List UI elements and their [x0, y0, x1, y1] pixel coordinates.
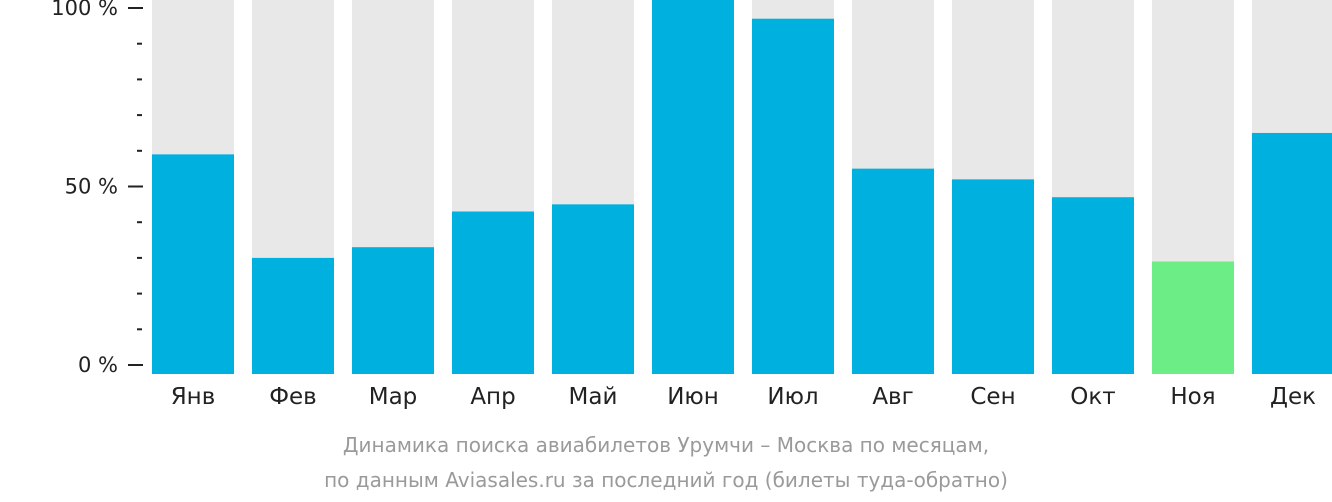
x-tick-label: Фев: [269, 384, 317, 410]
bar: [852, 168, 934, 374]
x-tick-label: Ноя: [1170, 384, 1215, 410]
bar-chart: Янв Фев Мар Апр Май Июн Июл Авг Сен Окт Ноя Дек 0 % 5…: [51, 0, 1332, 410]
bar: [1152, 261, 1234, 374]
bar: [752, 18, 834, 375]
bar: [552, 204, 634, 374]
y-tick-label: 50 %: [65, 175, 118, 199]
x-tick-label: Мар: [369, 384, 418, 410]
y-tick-label: 100 %: [51, 0, 118, 20]
x-tick-label: Апр: [470, 384, 515, 410]
bar: [152, 154, 234, 374]
x-tick-label: Июл: [767, 384, 818, 410]
bar: [952, 179, 1034, 374]
bar: [452, 211, 534, 374]
bar: [352, 247, 434, 374]
bar: [252, 257, 334, 374]
x-tick-label: Сен: [970, 384, 1015, 410]
chart-caption-line-2: по данным Aviasales.ru за последний год …: [324, 468, 1008, 492]
chart-caption-line-1: Динамика поиска авиабилетов Урумчи – Мос…: [342, 433, 990, 457]
x-tick-label: Дек: [1270, 384, 1316, 410]
y-tick-label: 0 %: [78, 353, 118, 377]
x-tick-label: Янв: [171, 384, 216, 410]
x-tick-label: Окт: [1070, 384, 1115, 410]
bar: [1052, 197, 1134, 374]
bar: [652, 0, 734, 374]
bar: [1252, 132, 1332, 374]
x-tick-label: Июн: [667, 384, 719, 410]
x-tick-label: Май: [569, 384, 618, 410]
x-tick-label: Авг: [872, 384, 913, 410]
